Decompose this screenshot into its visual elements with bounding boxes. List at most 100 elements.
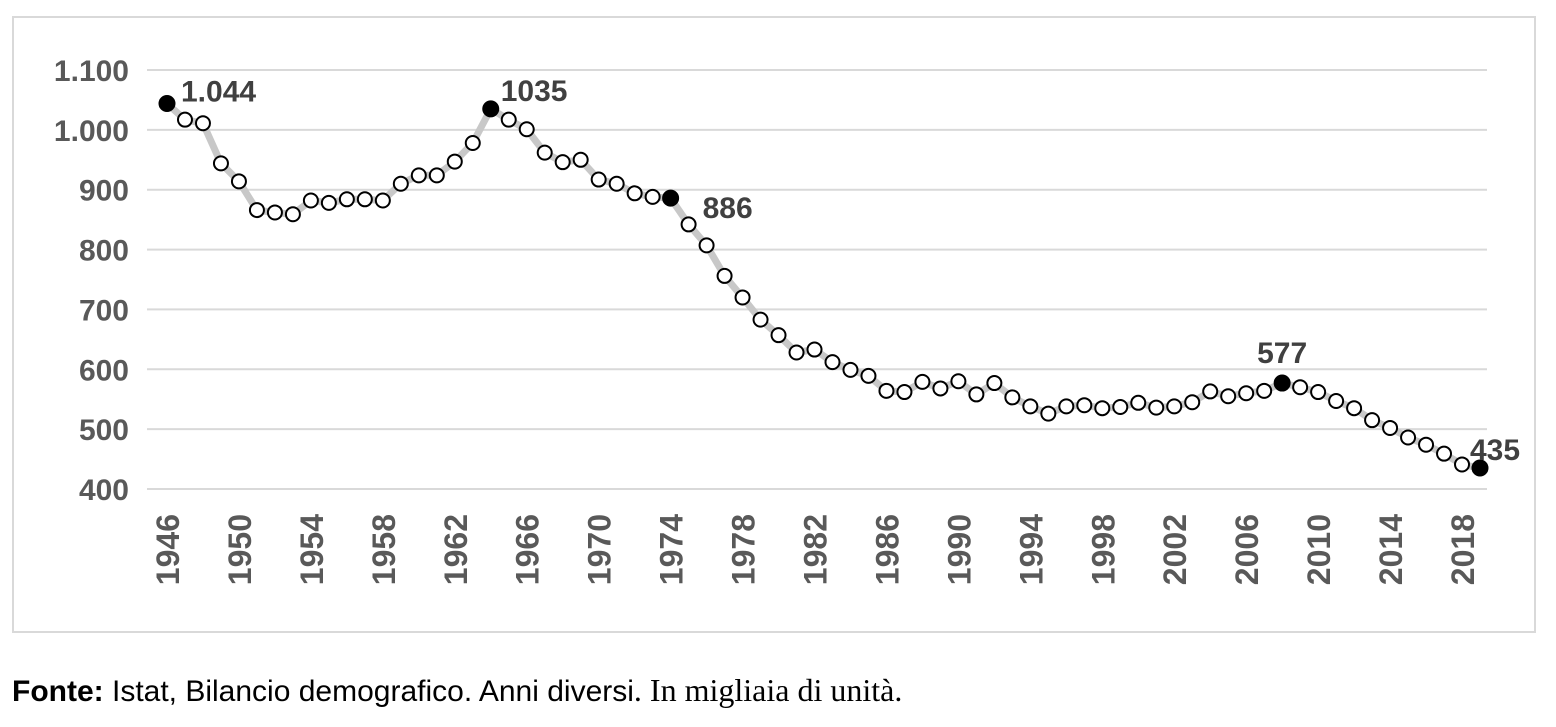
data-label: 1035 xyxy=(501,75,568,108)
data-point xyxy=(554,154,571,171)
x-tick-label: 1994 xyxy=(1013,514,1049,585)
data-point xyxy=(626,185,643,202)
data-point xyxy=(374,192,391,209)
series-line-layer xyxy=(163,100,1484,472)
data-point xyxy=(716,267,733,284)
y-tick-label: 600 xyxy=(79,354,129,387)
data-point xyxy=(1238,385,1255,402)
y-tick-label: 1.100 xyxy=(54,55,129,88)
data-point xyxy=(266,204,283,221)
highlight-point xyxy=(482,100,500,118)
grid-layer xyxy=(147,69,1487,490)
data-point xyxy=(1022,398,1039,415)
data-point xyxy=(302,192,319,209)
x-tick-label: 1970 xyxy=(582,514,618,585)
data-point xyxy=(878,382,895,399)
highlight-point xyxy=(662,189,680,207)
series-line xyxy=(163,100,1484,472)
data-point xyxy=(986,375,1003,392)
highlight-point xyxy=(158,95,176,113)
chart-svg: 400 500 600 700 800 900 1.000 1.100 1946 1950 195… xyxy=(54,55,1520,585)
y-tick-label: 1.000 xyxy=(54,115,129,148)
x-tick-label: 1974 xyxy=(654,514,690,585)
x-axis-ticks: 1946 1950 1954 1958 1962 1966 1970 1974 1978 1982… xyxy=(150,514,1481,585)
source-unit-note: . In migliaia di unità. xyxy=(633,672,903,708)
data-point xyxy=(1202,383,1219,400)
data-point xyxy=(1328,393,1345,410)
data-point xyxy=(644,188,661,205)
data-point xyxy=(1166,398,1183,415)
data-point xyxy=(806,341,823,358)
data-point xyxy=(230,173,247,190)
data-point xyxy=(1130,394,1147,411)
chart-frame: 400 500 600 700 800 900 1.000 1.100 1946 1950 195… xyxy=(12,16,1536,633)
data-point xyxy=(734,289,751,306)
data-label: 577 xyxy=(1257,337,1307,370)
data-point xyxy=(770,327,787,344)
data-point xyxy=(788,344,805,361)
data-point xyxy=(1076,397,1093,414)
data-point xyxy=(572,151,589,168)
data-point xyxy=(1112,398,1129,415)
source-text: Istat, Bilancio demografico. Anni divers… xyxy=(111,675,634,708)
data-point xyxy=(410,167,427,184)
data-point xyxy=(698,237,715,254)
x-tick-label: 1946 xyxy=(150,514,186,585)
x-tick-label: 1982 xyxy=(798,514,834,585)
data-point xyxy=(1004,389,1021,406)
data-point xyxy=(1040,405,1057,422)
data-point xyxy=(968,386,985,403)
data-point xyxy=(896,384,913,401)
y-tick-label: 800 xyxy=(79,235,129,268)
data-point xyxy=(1094,400,1111,417)
y-tick-label: 700 xyxy=(79,294,129,327)
highlight-point xyxy=(1273,374,1291,392)
data-labels-layer: 1.044 1035 886 577 435 xyxy=(181,75,1520,467)
y-tick-label: 400 xyxy=(79,474,129,507)
data-point xyxy=(1220,388,1237,405)
data-label: 1.044 xyxy=(181,76,256,109)
data-point xyxy=(212,155,229,172)
data-point xyxy=(338,191,355,208)
x-tick-label: 1954 xyxy=(294,514,330,585)
data-point xyxy=(284,206,301,223)
data-point xyxy=(1256,382,1273,399)
data-point xyxy=(464,135,481,152)
data-point xyxy=(824,354,841,371)
source-label: Fonte: xyxy=(12,675,104,708)
data-point xyxy=(680,216,697,233)
x-tick-label: 1966 xyxy=(510,514,546,585)
data-point xyxy=(608,175,625,192)
x-tick-label: 1986 xyxy=(869,514,905,585)
series-points-layer xyxy=(158,95,1489,477)
x-tick-label: 1978 xyxy=(726,514,762,585)
data-point xyxy=(320,194,337,211)
data-point xyxy=(1184,394,1201,411)
data-point xyxy=(752,311,769,328)
data-point xyxy=(428,167,445,184)
source-note: Fonte: Istat, Bilancio demografico. Anni… xyxy=(12,672,902,709)
x-tick-label: 1950 xyxy=(222,514,258,585)
data-point xyxy=(518,121,535,138)
data-point xyxy=(392,175,409,192)
x-tick-label: 1958 xyxy=(366,514,402,585)
data-point xyxy=(1454,456,1471,473)
data-point xyxy=(1400,429,1417,446)
data-point xyxy=(1346,400,1363,417)
x-tick-label: 2006 xyxy=(1229,514,1265,585)
data-point xyxy=(194,115,211,132)
data-point xyxy=(860,367,877,384)
data-point xyxy=(248,202,265,219)
data-point xyxy=(176,111,193,128)
data-point xyxy=(950,373,967,390)
data-point xyxy=(590,171,607,188)
data-point xyxy=(500,111,517,128)
x-tick-label: 2002 xyxy=(1157,514,1193,585)
data-point xyxy=(1310,384,1327,401)
data-point xyxy=(1148,399,1165,416)
data-point xyxy=(536,144,553,161)
data-point xyxy=(1058,398,1075,415)
data-point xyxy=(914,373,931,390)
y-tick-label: 900 xyxy=(79,175,129,208)
x-tick-label: 1962 xyxy=(438,514,474,585)
